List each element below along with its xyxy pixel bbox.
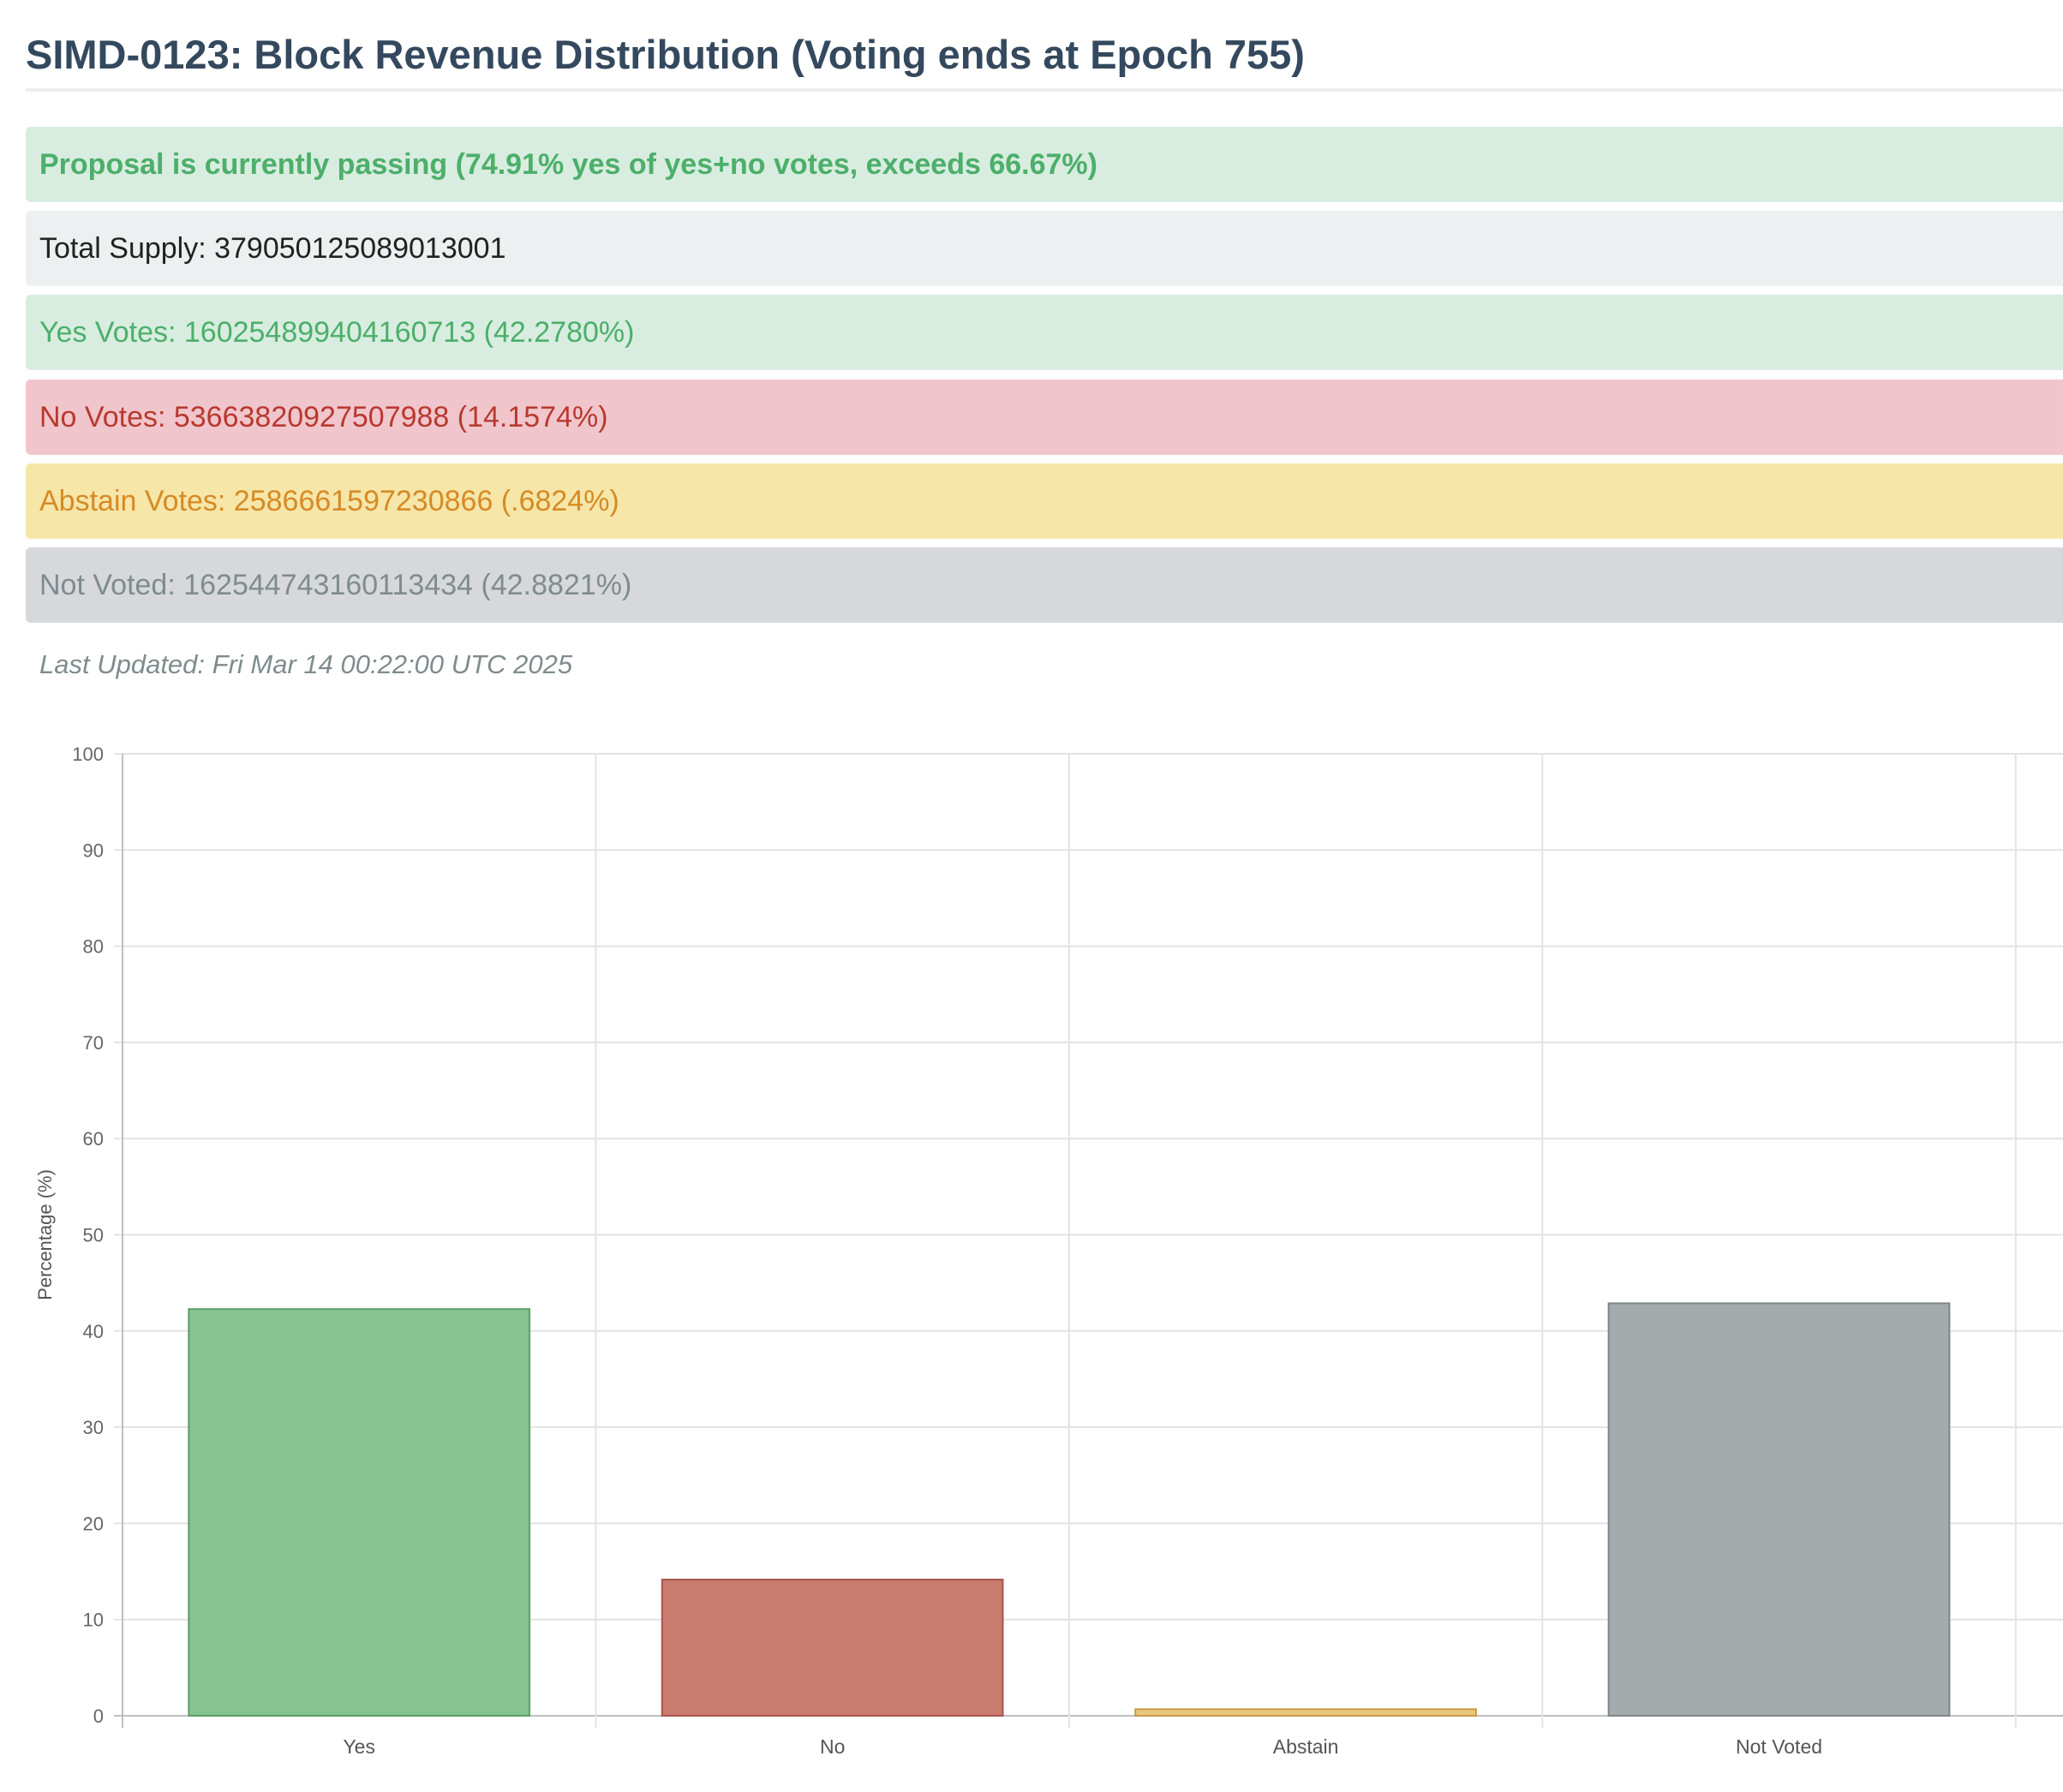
page-title: SIMD-0123: Block Revenue Distribution (V…: [26, 32, 1305, 77]
bar-abstain: [1134, 1708, 1477, 1717]
y-tick-label: 30: [83, 1417, 104, 1438]
title-divider: [26, 88, 2063, 92]
y-tick-label: 0: [93, 1705, 104, 1727]
x-tick-label: Yes: [343, 1735, 375, 1758]
y-tick-label: 50: [83, 1225, 104, 1246]
x-tick-label: No: [820, 1735, 845, 1758]
y-tick-label: 20: [83, 1513, 104, 1534]
y-tick-label: 40: [83, 1321, 104, 1342]
bar-no: [661, 1579, 1004, 1717]
last-updated-text: Last Updated: Fri Mar 14 00:22:00 UTC 20…: [39, 649, 573, 679]
abstain-votes-row: Abstain Votes: 2586661597230866 (.6824%): [26, 463, 2063, 539]
y-tick-label: 60: [83, 1128, 104, 1150]
y-tick-label: 70: [83, 1032, 104, 1054]
y-tick-label: 100: [72, 744, 104, 765]
y-tick-label: 10: [83, 1610, 104, 1631]
y-tick-label: 80: [83, 936, 104, 958]
x-tick-label: Not Voted: [1736, 1735, 1822, 1758]
bar-not-voted: [1607, 1302, 1951, 1717]
total-supply-row: Total Supply: 379050125089013001: [26, 211, 2063, 286]
passing-status-banner: Proposal is currently passing (74.91% ye…: [26, 127, 2063, 202]
y-tick-label: 90: [83, 839, 104, 861]
vote-distribution-chart: 0 10 20 30 40 50 60 70 80 90 100 Yes No Abstain Not Vo…: [34, 744, 2063, 1758]
x-tick-label: Abstain: [1273, 1735, 1339, 1758]
yes-votes-row: Yes Votes: 160254899404160713 (42.2780%): [26, 295, 2063, 370]
no-votes-row: No Votes: 53663820927507988 (14.1574%): [26, 379, 2063, 455]
bar-yes: [188, 1308, 531, 1717]
not-voted-row: Not Voted: 162544743160113434 (42.8821%): [26, 547, 2063, 623]
y-axis-title: Percentage (%): [34, 1169, 56, 1300]
